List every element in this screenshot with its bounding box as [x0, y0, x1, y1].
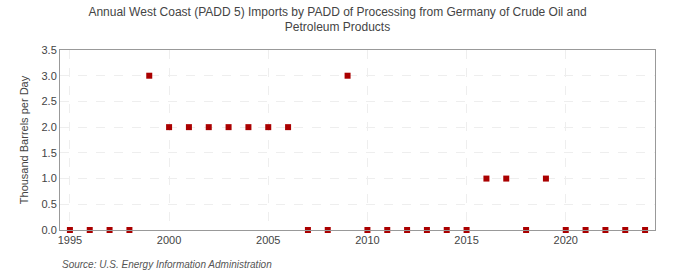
svg-text:Thousand Barrels per Day: Thousand Barrels per Day	[18, 75, 30, 204]
svg-text:2005: 2005	[256, 234, 280, 246]
svg-text:3.5: 3.5	[42, 44, 57, 56]
svg-text:2000: 2000	[157, 234, 181, 246]
svg-text:0.5: 0.5	[42, 198, 57, 210]
svg-text:1.5: 1.5	[42, 147, 57, 159]
svg-text:2010: 2010	[355, 234, 379, 246]
svg-text:2.5: 2.5	[42, 95, 57, 107]
svg-text:Source: U.S. Energy Informatio: Source: U.S. Energy Information Administ…	[62, 259, 272, 270]
svg-text:1.0: 1.0	[42, 172, 57, 184]
svg-text:2.0: 2.0	[42, 121, 57, 133]
svg-text:1995: 1995	[58, 234, 82, 246]
svg-text:3.0: 3.0	[42, 70, 57, 82]
svg-text:Annual West Coast (PADD 5) Imp: Annual West Coast (PADD 5) Imports by PA…	[88, 5, 586, 35]
svg-text:2020: 2020	[554, 234, 578, 246]
svg-text:2015: 2015	[454, 234, 478, 246]
svg-text:0.0: 0.0	[42, 224, 57, 236]
